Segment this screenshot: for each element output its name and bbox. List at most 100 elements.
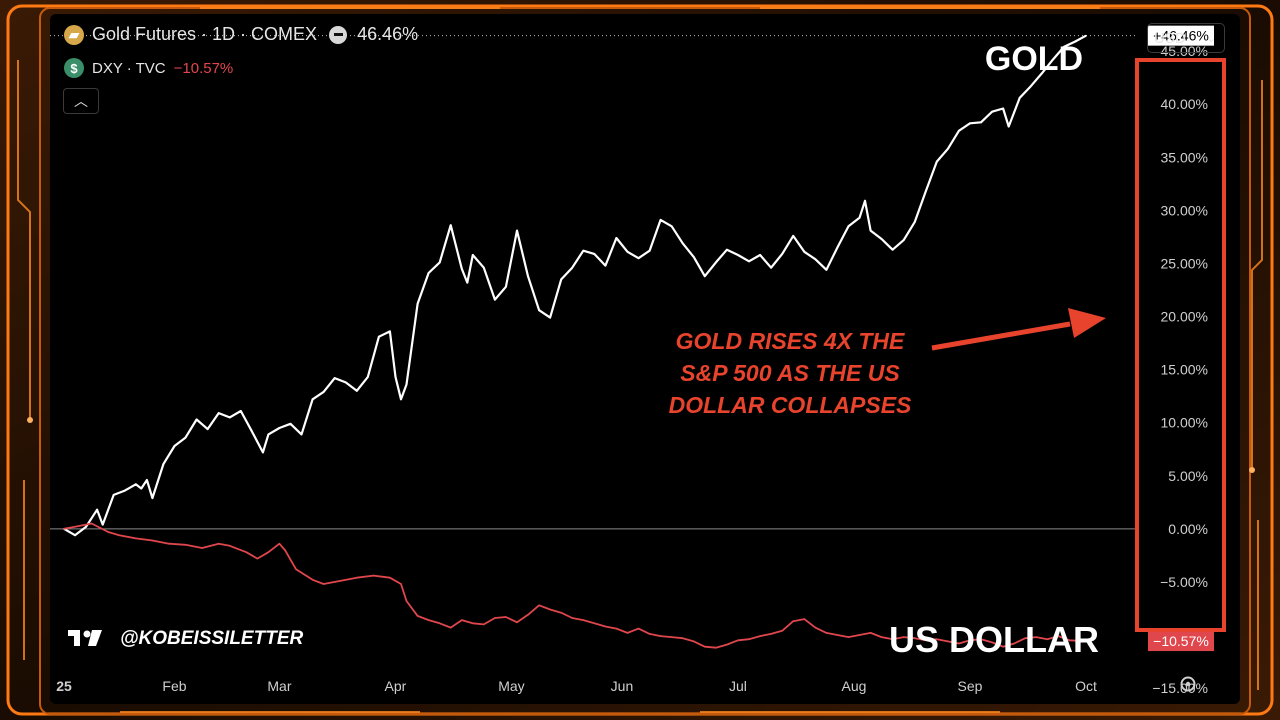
data-point [195,418,198,421]
y-tick-label: 30.00% [1161,202,1208,218]
data-point [173,445,176,447]
data-point [803,618,806,620]
data-point [864,200,866,202]
hide-series-button[interactable] [329,25,348,44]
data-point [615,627,618,630]
data-point [295,568,297,570]
data-point [162,463,165,465]
data-point [902,636,905,638]
data-point [936,160,938,163]
data-point [704,275,706,278]
data-point [969,639,971,642]
data-point [847,225,850,228]
data-point [240,410,242,412]
data-point [1057,635,1060,637]
value-tag-text: −10.57% [1153,633,1209,649]
data-point [206,428,209,430]
data-point [704,645,706,648]
data-point [367,376,369,378]
data-point [571,617,573,619]
data-point [902,239,905,241]
gold-annotation-label: GOLD [985,40,1083,78]
x-tick-label: Mar [267,678,291,694]
price-scale-highlight-box [1135,58,1226,632]
dollar-sign-icon: $ [64,58,84,78]
data-point [593,253,596,255]
data-point [267,433,270,436]
data-point [333,377,336,379]
data-point [146,479,148,481]
data-point [438,261,441,264]
y-tick-label: −5.00% [1160,574,1208,590]
data-point [1046,638,1049,640]
currency-select[interactable]: USD ⌄ [1147,23,1225,53]
y-tick-label: 10.00% [1161,415,1208,431]
x-tick-label: Sep [958,678,983,694]
logo-stem [74,630,80,646]
data-point [670,636,673,638]
data-point [356,576,358,579]
data-point [549,316,551,319]
data-point [814,258,817,260]
dxy-last-value-tag: −10.57% [1148,631,1214,652]
data-point [1030,85,1032,87]
data-point [693,256,695,258]
data-point [880,238,883,240]
gold-series-title: Gold Futures · 1D · COMEX [92,24,318,44]
collapse-legend-button[interactable]: ︿ [63,88,99,114]
data-point [300,433,303,436]
data-point [681,242,684,245]
data-point [472,254,474,256]
data-point [339,580,342,582]
legend-gold[interactable]: ▰ Gold Futures · 1D · COMEX 46.46% [64,24,418,45]
data-point [1041,72,1043,75]
y-tick-label: 45.00% [1161,43,1208,59]
data-point [505,286,507,288]
x-tick-label: 25 [56,678,72,694]
data-point [1063,46,1065,48]
y-tick-label: 0.00% [1168,521,1208,537]
data-point [980,638,982,640]
data-point [135,483,137,486]
data-point [593,622,596,625]
arrow-shaft [931,321,1071,351]
data-point [438,622,441,625]
legend-dxy[interactable]: $ DXY · TVC −10.57% [64,58,233,78]
callout-text-line: DOLLAR COLLAPSES [669,392,912,418]
data-point [869,632,872,634]
data-point [90,522,93,525]
data-point [1018,97,1021,99]
y-tick-label: 15.00% [1161,362,1208,378]
data-point [836,634,839,636]
data-point [483,623,485,626]
data-point [1085,640,1087,642]
data-point [980,121,982,124]
data-point [85,525,87,528]
data-point [626,251,629,253]
data-point [958,130,960,132]
data-point [715,646,717,649]
data-point [637,257,640,259]
data-point [1068,639,1071,642]
data-point [538,309,540,312]
data-point [792,235,794,237]
data-point [74,525,76,528]
gear-icon[interactable] [1180,676,1196,692]
data-point [770,266,772,269]
data-point [311,579,314,581]
gear-ring [1180,676,1196,692]
data-point [344,381,347,384]
data-point [516,621,518,624]
arrow-head [1068,308,1106,338]
data-point [427,619,430,621]
data-point [378,335,380,338]
y-tick-label: −15.00% [1152,680,1208,696]
data-point [184,544,187,546]
data-point [416,615,419,617]
data-point [748,638,750,640]
data-point [151,539,154,542]
chart-canvas: 45.00% 40.00% 35.00% 30.00% 25.00% 20.00% 15.0… [50,25,1226,696]
data-point [168,542,170,545]
x-tick-label: May [498,678,524,694]
data-point [947,148,949,150]
